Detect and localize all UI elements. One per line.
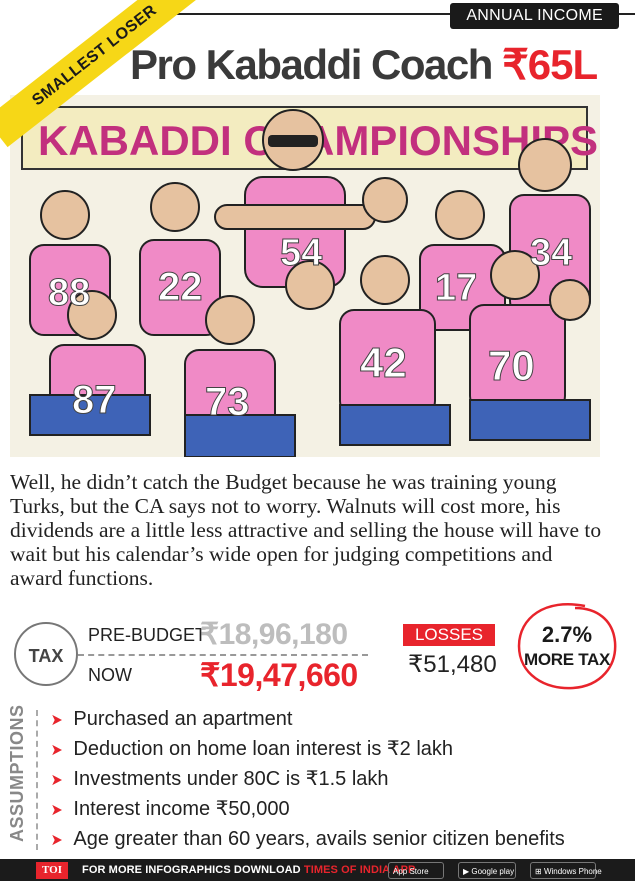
header-rule — [150, 13, 635, 15]
income-amount: ₹65L — [502, 41, 598, 88]
list-item: ➤ Investments under 80C is ₹1.5 lakh — [50, 765, 565, 795]
player-head — [40, 190, 90, 240]
player-head — [205, 295, 255, 345]
list-item: ➤ Purchased an apartment — [50, 705, 565, 735]
now-label: NOW — [88, 665, 132, 685]
kabaddi-team-cartoon: KABADDI CHAMPIONSHIPS — [21, 106, 598, 457]
player-head — [435, 190, 485, 240]
assumption-text: Investments under 80C is ₹1.5 lakh — [73, 768, 389, 790]
cartoon-illustration: KABADDI CHAMPIONSHIPS — [10, 95, 600, 457]
player-shorts — [184, 414, 296, 457]
jersey-number: 42 — [360, 339, 407, 386]
jersey-number: 34 — [530, 232, 572, 274]
now-value: ₹19,47,660 — [200, 657, 358, 693]
assumptions-divider — [36, 710, 38, 850]
arrow-right-icon: ➤ — [50, 712, 63, 729]
footer-app-name[interactable]: TIMES OF INDIA APP — [303, 864, 416, 876]
player-shorts — [29, 394, 151, 436]
assumption-text: Age greater than 60 years, avails senior… — [73, 828, 565, 850]
jersey-number: 87 — [72, 378, 117, 422]
player-head — [490, 250, 540, 300]
title-text: Pro Kabaddi Coach — [130, 41, 493, 88]
windows-phone-label: Windows Phone — [543, 867, 602, 876]
play-icon: ▶ — [463, 867, 472, 876]
player-head — [362, 177, 408, 223]
list-item: ➤ Deduction on home loan interest is ₹2 l… — [50, 735, 565, 765]
arrow-right-icon: ➤ — [50, 742, 63, 759]
google-play-badge[interactable]: ▶ Google play — [458, 862, 516, 879]
sunglasses — [268, 135, 318, 147]
jersey-number: 73 — [205, 380, 250, 424]
assumption-text: Interest income ₹50,000 — [73, 798, 290, 820]
assumption-text: Purchased an apartment — [73, 708, 293, 730]
crossed-arms — [214, 204, 376, 230]
list-item: ➤ Age greater than 60 years, avails senio… — [50, 825, 565, 855]
tax-divider — [78, 654, 368, 656]
player-head — [518, 138, 572, 192]
pre-budget-label: PRE-BUDGET — [88, 625, 207, 645]
assumptions-list: ➤ Purchased an apartment ➤ Deduction on ho… — [50, 705, 565, 855]
google-play-label: Google play — [471, 867, 515, 876]
footer-promo-text: FOR MORE INFOGRAPHICS DOWNLOAD — [82, 864, 301, 876]
player-shorts — [469, 399, 591, 441]
player-head — [549, 279, 591, 321]
annual-income-tag: ANNUAL INCOME — [450, 3, 619, 29]
player-head — [360, 255, 410, 305]
windows-icon: ⊞ — [535, 867, 544, 876]
footer-bar — [0, 859, 635, 881]
jersey-number: 70 — [488, 342, 535, 389]
windows-phone-badge[interactable]: ⊞ Windows Phone — [530, 862, 602, 879]
player-head — [67, 290, 117, 340]
assumptions-heading: ASSUMPTIONS — [7, 704, 27, 842]
losses-tag: LOSSES — [403, 624, 495, 646]
app-store-label: App Store — [393, 867, 429, 876]
losses-value: ₹51,480 — [408, 651, 497, 678]
story-paragraph: Well, he didn’t catch the Budget because… — [10, 470, 602, 590]
red-circle-scribble — [517, 603, 617, 690]
jersey-number: 54 — [280, 232, 322, 274]
tax-badge: TAX — [14, 622, 78, 686]
list-item: ➤ Interest income ₹50,000 — [50, 795, 565, 825]
jersey-number: 17 — [435, 267, 477, 309]
assumption-text: Deduction on home loan interest is ₹2 la… — [73, 738, 454, 760]
arrow-right-icon: ➤ — [50, 832, 63, 849]
player-jersey — [139, 239, 221, 336]
more-tax-label: MORE TAX — [523, 650, 611, 669]
arrow-right-icon: ➤ — [50, 772, 63, 789]
toi-logo: TOI — [36, 862, 68, 879]
more-tax-percent: 2.7% — [541, 622, 593, 647]
jersey-number: 88 — [48, 272, 90, 314]
player-shorts — [339, 404, 451, 446]
app-store-badge[interactable]: App Store — [388, 862, 444, 879]
arrow-right-icon: ➤ — [50, 802, 63, 819]
player-head — [150, 182, 200, 232]
player-head — [285, 260, 335, 310]
jersey-number: 22 — [158, 265, 203, 309]
pre-budget-value: ₹18,96,180 — [200, 618, 348, 651]
page-title: Pro Kabaddi Coach ₹65L — [130, 40, 598, 89]
more-tax-callout: 2.7% MORE TAX — [515, 600, 619, 692]
footer-promo: FOR MORE INFOGRAPHICS DOWNLOAD TIMES OF … — [82, 864, 415, 876]
